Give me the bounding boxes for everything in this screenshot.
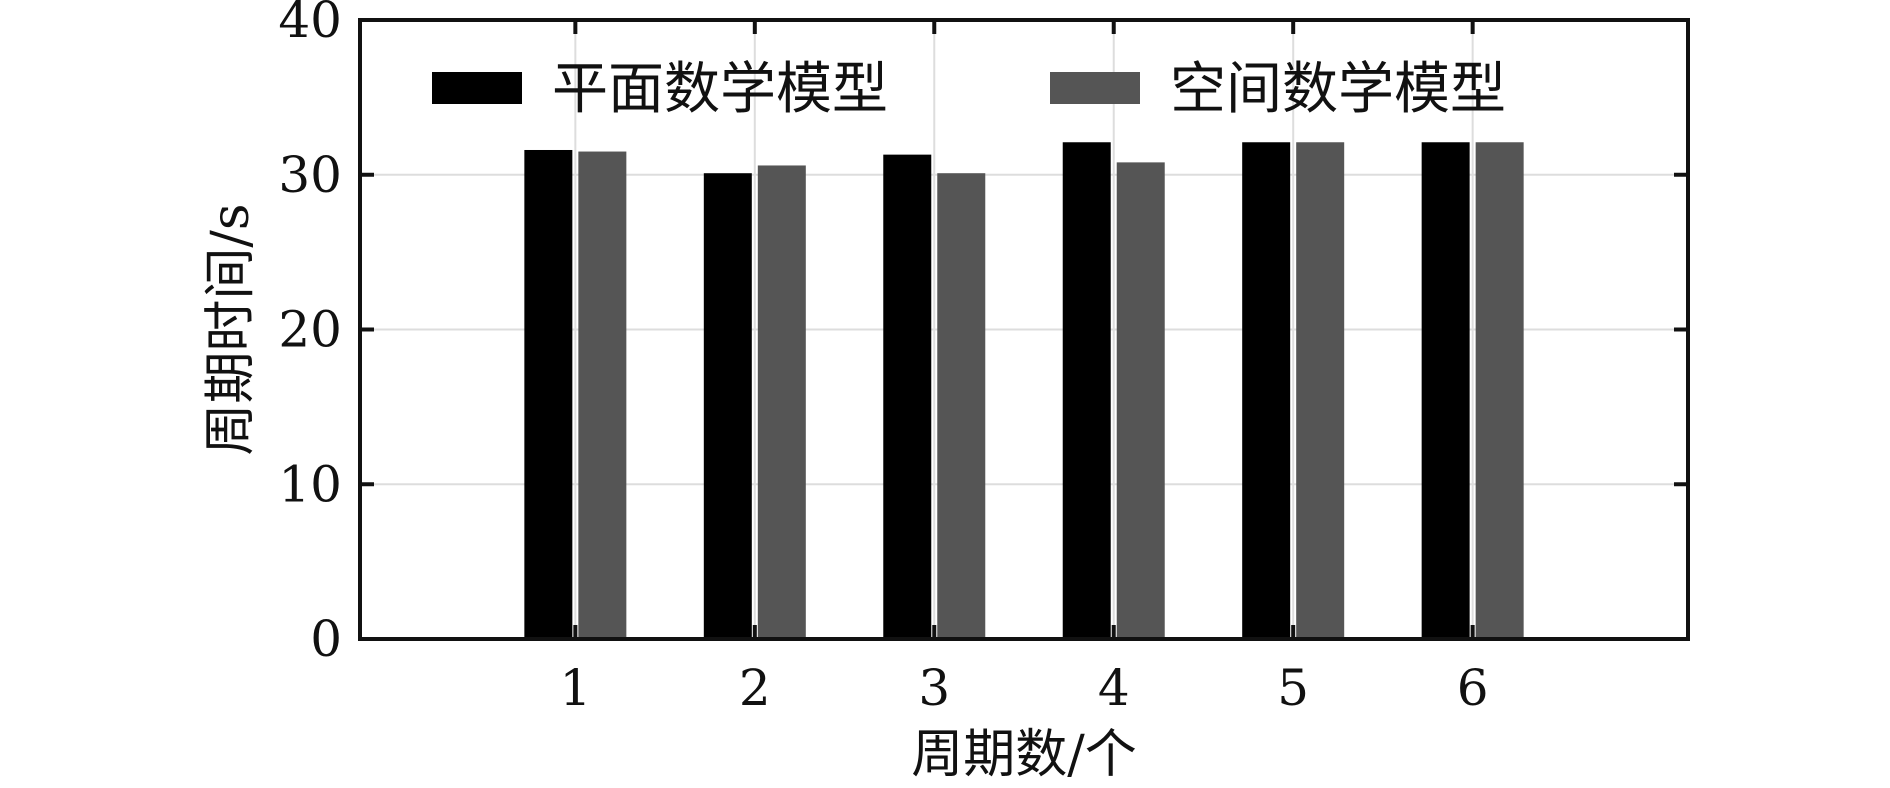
bar-spatial-4 [1116,162,1165,639]
y-tick-label: 40 [278,0,342,49]
legend-label-planar: 平面数学模型 [552,57,888,122]
bars [524,142,1524,640]
x-tick-label: 3 [918,659,950,717]
y-tick-label: 10 [278,455,342,513]
bar-planar-2 [703,173,752,639]
bar-spatial-2 [757,165,806,639]
legend-swatch-planar [432,72,522,104]
x-tick-label: 4 [1098,659,1130,717]
legend-swatch-spatial [1050,72,1140,104]
legend-label-spatial: 空间数学模型 [1170,57,1506,122]
x-axis-title: 周期数/个 [911,725,1137,784]
axis-ticks [360,18,1688,641]
y-tick-label: 30 [278,146,342,204]
bar-spatial-6 [1475,142,1524,639]
bar-planar-3 [883,154,932,639]
y-axis-title: 周期时间/s [201,203,261,455]
y-tick-label: 0 [310,610,342,668]
bar-planar-5 [1242,142,1291,639]
x-tick-label: 6 [1457,659,1489,717]
bar-planar-4 [1062,142,1111,639]
legend: 平面数学模型 空间数学模型 [432,57,1506,122]
bar-spatial-3 [937,173,986,639]
x-tick-label: 1 [559,659,591,717]
bar-planar-6 [1421,142,1470,639]
x-tick-label: 5 [1277,659,1309,717]
bar-spatial-5 [1296,142,1345,639]
x-tick-label: 2 [739,659,771,717]
bar-planar-1 [524,149,573,640]
y-tick-label: 20 [278,301,342,359]
tick-labels: 0 10 20 30 40 1 2 3 4 5 6 [278,0,1488,717]
bar-spatial-1 [578,151,627,639]
